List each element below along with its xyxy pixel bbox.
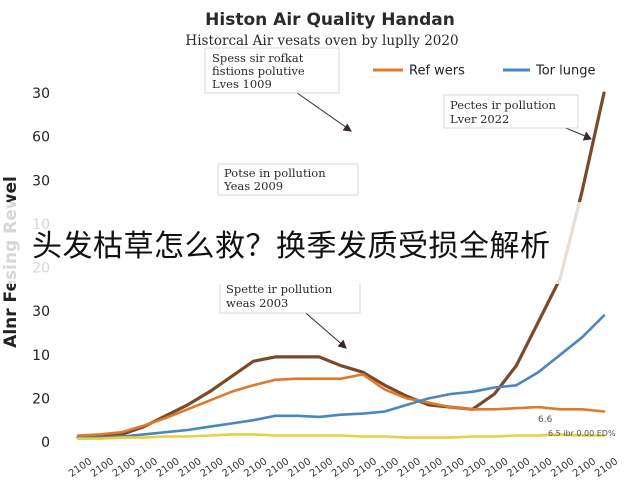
x-tick-label: 2100 [89, 456, 116, 480]
y-tick-label: 30 [32, 304, 50, 320]
annotation-4-line-1: Pectes ir pollution [450, 98, 557, 112]
y-tick-label: 30 [32, 173, 50, 189]
annotation-2-line-2: Yeas 2009 [223, 179, 283, 193]
annotation-3: Spette ir pollution weas 2003 [219, 279, 361, 314]
arrow-3-head [582, 131, 592, 141]
chart-title: Histon Air Quality Handan [205, 10, 455, 30]
x-tick-label: 2100 [67, 456, 94, 480]
x-tick-label: 2100 [593, 456, 620, 480]
x-tick-label: 2100 [330, 456, 357, 480]
annotation-2: Potse in pollution Yeas 2009 [217, 163, 359, 196]
annotation-1-box [204, 47, 340, 94]
legend-label-ref: Ref wers [409, 64, 465, 79]
annotation-3-line-2: weas 2003 [226, 296, 288, 310]
annotation-3-box [219, 279, 361, 314]
x-ticks: 2100210021002100210021002100210021002100… [67, 456, 620, 480]
annotation-1: Spess sir rofkat fistions polutive Lves … [204, 47, 340, 94]
annotation-2-box [217, 163, 359, 196]
x-tick-label: 2100 [155, 456, 182, 480]
y-tick-label: 30 [32, 86, 50, 102]
y-tick-label: 0 [41, 435, 50, 451]
annotation-2-line-1: Potse in pollution [224, 166, 326, 180]
x-tick-label: 2100 [352, 456, 379, 480]
x-tick-label: 2100 [242, 456, 269, 480]
overlay-banner: 头发枯草怎么救？换季发质受损全解析 [0, 202, 640, 284]
annotation-1-line-3: Lves 1009 [212, 77, 272, 91]
arrow-2-head [337, 339, 347, 349]
end-label: 6.6 [538, 415, 553, 425]
x-tick-label: 2100 [418, 456, 445, 480]
legend-label-tor: Tor lunge [535, 64, 596, 79]
y-tick-label: 60 [32, 130, 50, 146]
x-tick-label: 2100 [308, 456, 335, 480]
y-tick-label: 10 [32, 348, 50, 364]
x-tick-label: 2100 [133, 456, 160, 480]
arrow-1 [289, 87, 351, 131]
y-tick-label: 20 [32, 391, 50, 407]
x-tick-label: 2100 [198, 456, 225, 480]
x-tick-label: 2100 [505, 456, 532, 480]
x-tick-label: 2100 [461, 456, 488, 480]
x-tick-label: 2100 [374, 456, 401, 480]
x-tick-label: 2100 [286, 456, 313, 480]
arrow-2 [299, 307, 346, 348]
annotation-arrows [289, 87, 592, 349]
annotation-3-line-1: Spette ir pollution [226, 282, 333, 296]
legend: Ref wers Tor lunge [373, 64, 596, 79]
x-tick-label: 2100 [483, 456, 510, 480]
annotation-1-line-1: Spess sir rofkat [212, 51, 304, 65]
overlay-text: 头发枯草怎么救？换季发质受损全解析 [32, 229, 551, 264]
x-tick-label: 2100 [396, 456, 423, 480]
arrow-1-head [342, 123, 352, 132]
x-tick-label: 2100 [571, 456, 598, 480]
x-tick-label: 2100 [111, 456, 138, 480]
x-tick-label: 2100 [220, 456, 247, 480]
x-tick-label: 2100 [177, 456, 204, 480]
x-tick-label: 2100 [264, 456, 291, 480]
x-tick-label: 2100 [527, 456, 554, 480]
chart-subtitle: Historcal Air vesats oven by luplly 2020 [185, 33, 458, 49]
series-line-0 [76, 91, 606, 440]
series-line-3 [76, 433, 606, 441]
annotation-1-line-2: fistions polutive [212, 64, 305, 78]
series-line-1 [76, 373, 606, 437]
annotation-4-box [443, 94, 579, 129]
x-tick-label: 2100 [440, 456, 467, 480]
series-lines [76, 91, 606, 441]
series-line-2 [76, 314, 606, 439]
x-tick-label: 2100 [549, 456, 576, 480]
annotation-4-line-2: Lver 2022 [450, 112, 509, 126]
end-label-2: 6.5 ibr 0.00 ED% [548, 429, 616, 438]
annotation-4: Pectes ir pollution Lver 2022 [443, 94, 579, 129]
